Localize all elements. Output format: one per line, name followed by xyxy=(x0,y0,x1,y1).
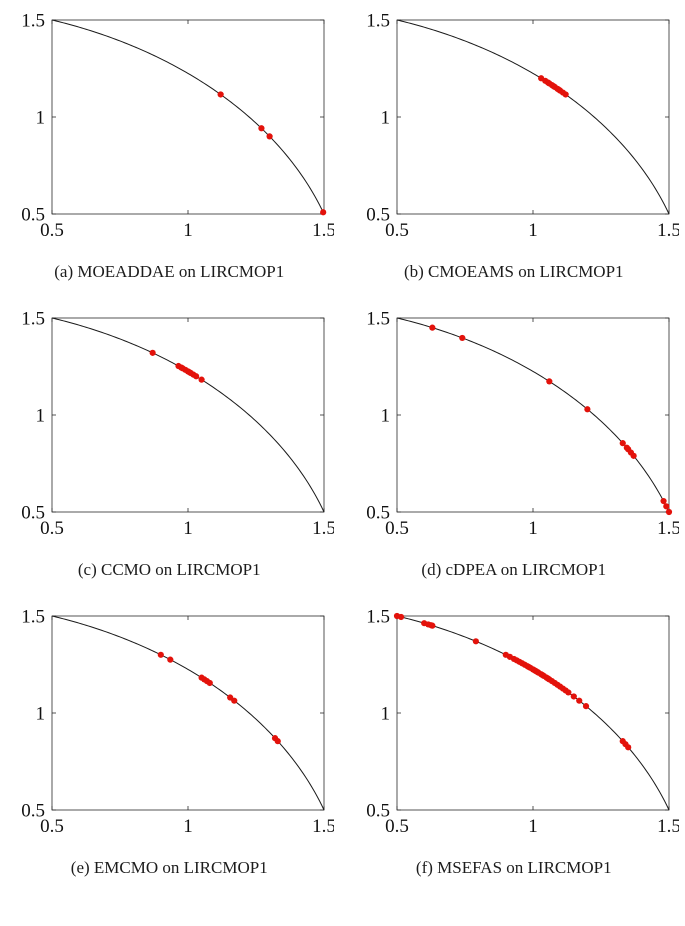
plot-canvas-a: 0.5 1 1.5 0.5 1 1.5 xyxy=(22,11,335,242)
solution-point xyxy=(570,693,577,700)
x-tick-label: 1 xyxy=(528,816,538,837)
pareto-front-curve xyxy=(396,19,670,215)
solution-point xyxy=(217,91,224,98)
x-tick-label: 1.5 xyxy=(657,220,679,241)
x-tick-label: 1.5 xyxy=(312,220,334,241)
subplot-caption-f: (f) MSEFAS on LIRCMOP1 xyxy=(415,858,612,877)
y-tick-label: 1.5 xyxy=(22,11,46,32)
y-tick-label: 1.5 xyxy=(22,607,46,628)
axis-box xyxy=(396,19,670,215)
plot-canvas-c: 0.5 1 1.5 0.5 1 1.5 xyxy=(22,309,335,540)
x-tick-label: 1.5 xyxy=(657,518,679,539)
solution-point xyxy=(429,622,436,629)
y-tick-label: 0.5 xyxy=(22,801,46,822)
plot-canvas-b: 0.5 1 1.5 0.5 1 1.5 xyxy=(366,11,679,242)
solution-point xyxy=(206,679,214,687)
solution-point xyxy=(662,503,670,510)
solution-point xyxy=(582,703,589,710)
x-tick-label: 0.5 xyxy=(40,816,64,837)
solution-point xyxy=(660,497,667,505)
y-tick-label: 0.5 xyxy=(22,503,46,524)
pareto-front-curve xyxy=(396,615,670,811)
solution-point xyxy=(320,209,327,216)
y-tick-label: 1.5 xyxy=(366,11,390,32)
x-tick-label: 1 xyxy=(528,220,538,241)
y-tick-label: 1 xyxy=(36,406,46,427)
solution-point xyxy=(562,91,569,98)
solution-point xyxy=(575,697,583,704)
x-tick-label: 1 xyxy=(184,220,194,241)
solution-point xyxy=(584,406,591,413)
x-tick-label: 1 xyxy=(184,518,194,539)
solution-point xyxy=(624,744,632,751)
y-tick-label: 1 xyxy=(380,108,390,129)
x-tick-label: 0.5 xyxy=(385,518,409,539)
y-tick-label: 1.5 xyxy=(366,607,390,628)
solution-point xyxy=(198,376,205,383)
x-tick-label: 1.5 xyxy=(312,518,334,539)
figure-grid: 0.5 1 1.5 0.5 1 1.5 (a) MOEADDAE on LIRCMOP1 … xyxy=(2,8,682,878)
y-tick-label: 1.5 xyxy=(366,309,390,330)
pareto-front-curve xyxy=(52,19,325,215)
pareto-front-curve xyxy=(52,317,325,513)
subplot-caption-d: (d) cDPEA on LIRCMOP1 xyxy=(421,560,607,579)
y-tick-label: 0.5 xyxy=(22,205,46,226)
y-tick-label: 1 xyxy=(36,108,46,129)
solution-point xyxy=(565,689,572,696)
solution-point xyxy=(149,349,156,356)
pareto-front-curve xyxy=(396,317,670,513)
axis-box xyxy=(396,317,670,513)
subplot-d: 0.5 1 1.5 0.5 1 1.5 (d) cDPEA on LIRCMOP1 xyxy=(347,306,682,580)
solution-point xyxy=(231,697,238,704)
plot-canvas-d: 0.5 1 1.5 0.5 1 1.5 xyxy=(366,309,679,540)
axis-box xyxy=(51,615,325,811)
y-tick-label: 0.5 xyxy=(366,801,390,822)
solution-point xyxy=(545,378,553,385)
x-tick-label: 0.5 xyxy=(385,816,409,837)
plot-canvas-f: 0.5 1 1.5 0.5 1 1.5 xyxy=(366,607,679,838)
x-tick-label: 0.5 xyxy=(40,220,64,241)
subplot-caption-a: (a) MOEADDAE on LIRCMOP1 xyxy=(54,262,285,281)
axis-box xyxy=(51,317,325,513)
solution-point xyxy=(157,651,165,658)
y-tick-label: 1.5 xyxy=(22,309,46,330)
subplot-caption-c: (c) CCMO on LIRCMOP1 xyxy=(77,560,261,579)
x-tick-label: 1.5 xyxy=(312,816,334,837)
subplot-e: 0.5 1 1.5 0.5 1 1.5 (e) EMCMO on LIRCMOP1 xyxy=(2,604,337,878)
x-tick-label: 0.5 xyxy=(40,518,64,539)
subplot-c: 0.5 1 1.5 0.5 1 1.5 (c) CCMO on LIRCMOP1 xyxy=(2,306,337,580)
solution-point xyxy=(258,125,265,132)
solution-point xyxy=(630,452,637,459)
y-tick-label: 1 xyxy=(380,704,390,725)
solution-point xyxy=(167,656,174,663)
solution-point xyxy=(266,133,273,140)
x-tick-label: 0.5 xyxy=(385,220,409,241)
solution-point xyxy=(472,638,479,645)
solution-point xyxy=(397,613,404,621)
solution-point xyxy=(665,508,672,516)
y-tick-label: 0.5 xyxy=(366,205,390,226)
y-tick-label: 0.5 xyxy=(366,503,390,524)
subplot-a: 0.5 1 1.5 0.5 1 1.5 (a) MOEADDAE on LIRCMOP1 xyxy=(2,8,337,282)
y-tick-label: 1 xyxy=(380,406,390,427)
y-tick-label: 1 xyxy=(36,704,46,725)
x-tick-label: 1 xyxy=(528,518,538,539)
solution-point xyxy=(429,324,436,331)
solution-point xyxy=(619,440,626,447)
x-tick-label: 1.5 xyxy=(657,816,679,837)
subplot-b: 0.5 1 1.5 0.5 1 1.5 (b) CMOEAMS on LIRCMOP1 xyxy=(347,8,682,282)
subplot-caption-b: (b) CMOEAMS on LIRCMOP1 xyxy=(403,262,624,281)
subplot-caption-e: (e) EMCMO on LIRCMOP1 xyxy=(70,858,268,877)
axis-box xyxy=(51,19,325,215)
axis-box xyxy=(396,615,670,811)
solution-point xyxy=(193,373,200,380)
solution-point xyxy=(458,334,466,342)
x-tick-label: 1 xyxy=(184,816,194,837)
plot-canvas-e: 0.5 1 1.5 0.5 1 1.5 xyxy=(22,607,335,838)
subplot-f: 0.5 1 1.5 0.5 1 1.5 (f) MSEFAS on LIRCMOP1 xyxy=(347,604,682,878)
pareto-front-curve xyxy=(52,615,325,811)
solution-point xyxy=(274,738,282,745)
